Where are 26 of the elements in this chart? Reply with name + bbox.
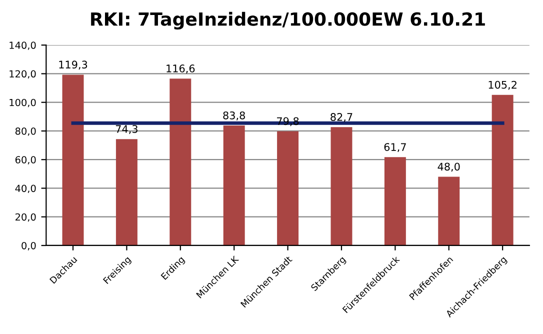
bar bbox=[116, 139, 138, 246]
bar bbox=[223, 126, 245, 246]
y-tick-label: 100,0 bbox=[10, 98, 36, 108]
y-tick-label: 80,0 bbox=[15, 127, 36, 136]
chart-title: RKI: 7TageInzidenz/100.000EW 6.10.21 bbox=[91, 12, 485, 30]
bar bbox=[330, 127, 352, 246]
y-tick-label: 0,0 bbox=[22, 242, 36, 250]
y-tick-label: 20,0 bbox=[16, 213, 36, 222]
y-tick-label: 120,0 bbox=[10, 70, 36, 79]
data-label: 83,8 bbox=[223, 111, 245, 120]
bar bbox=[492, 94, 514, 246]
data-label: 61,7 bbox=[384, 143, 406, 152]
bar bbox=[384, 157, 406, 246]
y-tick-label: 40,0 bbox=[15, 184, 36, 194]
data-label: 48,0 bbox=[438, 162, 460, 172]
y-tick-label: 140,0 bbox=[10, 42, 36, 50]
data-label: 105,2 bbox=[488, 80, 516, 90]
data-label: 74,3 bbox=[116, 125, 138, 134]
data-label: 82,7 bbox=[330, 113, 352, 122]
y-tick-label: 60,0 bbox=[15, 156, 36, 164]
bar bbox=[170, 78, 192, 246]
bar bbox=[62, 74, 84, 246]
data-label: 116,6 bbox=[166, 64, 195, 74]
data-label: 119,3 bbox=[59, 60, 88, 70]
bar bbox=[438, 176, 460, 246]
bar bbox=[277, 131, 299, 246]
